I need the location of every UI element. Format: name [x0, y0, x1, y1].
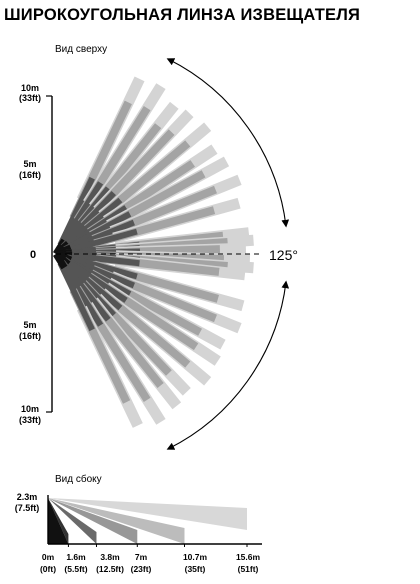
distance-label: 10.7m (35ft) — [183, 552, 208, 574]
angle-label: 125° — [269, 247, 298, 263]
detection-zone-near — [65, 252, 140, 267]
distance-ft: (51ft) — [238, 564, 259, 574]
detection-zone-near — [64, 228, 138, 255]
svg-text:10m: 10m — [21, 83, 39, 93]
angle-arc — [166, 58, 290, 228]
distance-m: 7m — [135, 552, 148, 562]
side-zone-2 — [48, 498, 97, 544]
side-distance-labels: 0m (0ft) 1.6m (5.5ft) 3.8m (12.5ft) 7m (23ft) 10… — [40, 544, 261, 574]
top-view-label: Вид сверху — [55, 44, 108, 55]
angle-arc — [166, 280, 290, 450]
scale-label-10m-bottom: 10m (33ft) — [19, 404, 41, 425]
detection-zone-near — [64, 255, 135, 289]
distance-m: 10.7m — [183, 552, 208, 562]
detection-zone-near — [61, 258, 123, 311]
svg-text:5m: 5m — [23, 159, 36, 169]
side-height-label: 2.3m (7.5ft) — [15, 492, 40, 513]
scale-label-10m-top: 10m (33ft) — [19, 83, 41, 103]
side-zone-3 — [48, 498, 138, 544]
distance-ft: (0ft) — [40, 564, 56, 574]
svg-text:(16ft): (16ft) — [19, 170, 41, 180]
distance-m: 15.6m — [236, 552, 261, 562]
distance-label: 3.8m (12.5ft) — [96, 552, 124, 574]
distance-ft: (23ft) — [131, 564, 152, 574]
detection-zone-origin — [53, 252, 68, 270]
svg-text:(7.5ft): (7.5ft) — [15, 503, 40, 513]
svg-text:(33ft): (33ft) — [19, 415, 41, 425]
side-zone-4 — [48, 498, 185, 544]
scale-label-zero: 0 — [30, 249, 36, 261]
detection-zone-near — [60, 191, 116, 249]
svg-text:(16ft): (16ft) — [19, 331, 41, 341]
distance-m: 1.6m — [66, 552, 86, 562]
svg-text:10m: 10m — [21, 404, 39, 414]
side-view-zones — [48, 498, 247, 544]
detection-zone-near — [57, 261, 95, 332]
page-title: ШИРОКОУГОЛЬНАЯ ЛИНЗА ИЗВЕЩАТЕЛЯ — [4, 6, 361, 24]
distance-ft: (5.5ft) — [64, 564, 87, 574]
side-view-label: Вид сбоку — [55, 474, 102, 485]
detection-zone-near — [64, 253, 138, 280]
scale-label-5m-bottom: 5m (16ft) — [19, 320, 41, 341]
distance-label: 7m (23ft) — [131, 552, 152, 574]
distance-ft: (12.5ft) — [96, 564, 124, 574]
detection-zone-near — [58, 181, 104, 248]
distance-m: 3.8m — [100, 552, 120, 562]
top-view-fan — [53, 76, 254, 428]
side-zone-near — [48, 498, 69, 544]
svg-text:2.3m: 2.3m — [17, 492, 38, 502]
distance-label: 15.6m (51ft) — [236, 552, 261, 574]
distance-ft: (35ft) — [185, 564, 206, 574]
svg-text:(33ft): (33ft) — [19, 93, 41, 103]
svg-text:5m: 5m — [23, 320, 36, 330]
distance-label: 0m (0ft) — [40, 552, 56, 574]
side-zone-5 — [48, 498, 247, 530]
scale-label-5m-top: 5m (16ft) — [19, 159, 41, 180]
detection-zone-near — [62, 257, 128, 303]
detection-zone-near — [57, 176, 95, 247]
distance-label: 1.6m (5.5ft) — [64, 552, 87, 574]
distance-m: 0m — [42, 552, 55, 562]
